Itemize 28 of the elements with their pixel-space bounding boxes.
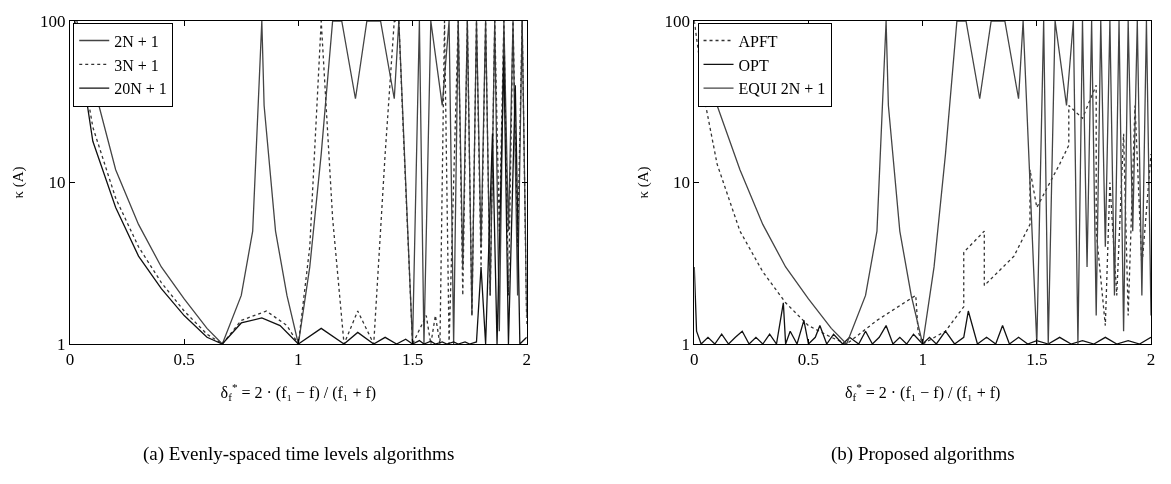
x-tick-label: 2 [522,350,531,370]
text: (b) Proposed algorithms [831,443,1015,465]
x-tick-label: 0.5 [173,350,195,370]
text: (a) Evenly-spaced time levels algorithms [143,443,455,465]
legend-label: OPT [738,56,769,74]
y-tick-label: 100 [40,11,66,31]
legend-label: 3N + 1 [114,56,159,74]
x-tick-label: 1 [294,350,303,370]
y-tick-label: 100 [664,11,690,31]
x-axis-title: δ$_{f}$$^{*}$ = 2 · (f₁ − f) / (f₁ + f) [844,381,1001,404]
y-tick-label: 10 [672,173,690,193]
x-tick-label: 2 [1146,350,1156,370]
legend-label: APFT [738,32,778,50]
legend-label: EQUI 2N + 1 [738,80,826,98]
x-tick-label: 0 [690,350,699,370]
x-axis-title: δ$_{f}$$^{*}$ = 2 · (f₁ − f) / (f₁ + f) [220,381,377,404]
legend-label: 2N + 1 [114,32,159,50]
x-tick-label: 1.5 [401,350,424,370]
x-tick-label: 0 [65,350,75,370]
x-tick-label: 1.5 [1026,350,1048,370]
y-tick-label: 1 [57,334,66,354]
x-tick-label: 0.5 [797,350,820,370]
y-axis-title: κ (A) [634,166,652,199]
y-tick-label: 1 [681,334,690,354]
legend-label: 20N + 1 [114,80,167,98]
y-tick-label: 10 [48,173,66,193]
x-tick-label: 1 [918,350,927,370]
y-axis-title: κ (A) [10,166,28,199]
